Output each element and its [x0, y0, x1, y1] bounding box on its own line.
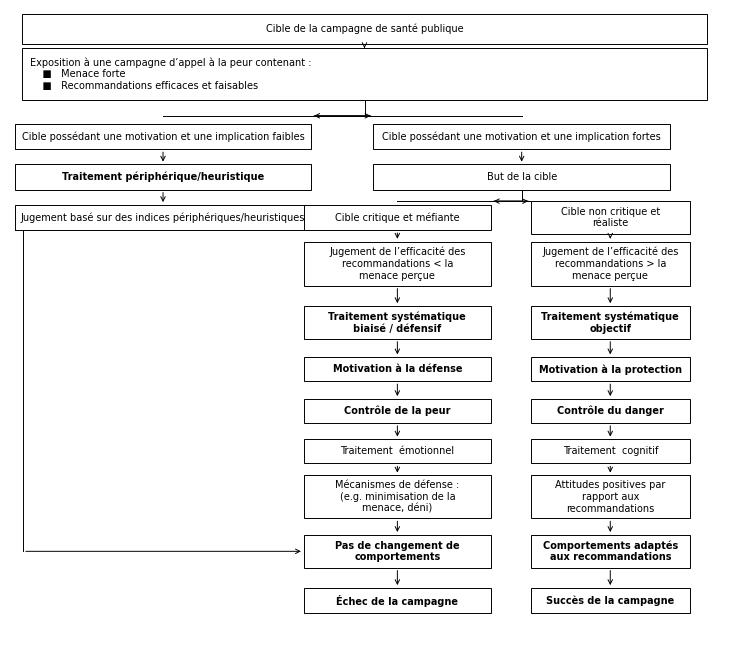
Text: Attitudes positives par
rapport aux
recommandations: Attitudes positives par rapport aux reco…	[555, 481, 666, 513]
FancyBboxPatch shape	[22, 48, 707, 100]
Text: Jugement basé sur des indices périphériques/heuristiques: Jugement basé sur des indices périphériq…	[21, 212, 305, 223]
FancyBboxPatch shape	[15, 205, 311, 230]
FancyBboxPatch shape	[304, 535, 491, 568]
FancyBboxPatch shape	[531, 357, 690, 381]
Text: Jugement de l’efficacité des
recommandations > la
menace perçue: Jugement de l’efficacité des recommandat…	[542, 247, 679, 281]
FancyBboxPatch shape	[15, 164, 311, 190]
FancyBboxPatch shape	[531, 588, 690, 613]
FancyBboxPatch shape	[531, 439, 690, 464]
FancyBboxPatch shape	[531, 399, 690, 423]
Text: Traitement périphérique/heuristique: Traitement périphérique/heuristique	[62, 172, 264, 183]
Text: Traitement  émotionnel: Traitement émotionnel	[340, 446, 454, 457]
Text: Échec de la campagne: Échec de la campagne	[336, 595, 459, 607]
Text: Comportements adaptés
aux recommandations: Comportements adaptés aux recommandation…	[542, 541, 678, 562]
FancyBboxPatch shape	[15, 124, 311, 149]
FancyBboxPatch shape	[304, 439, 491, 464]
FancyBboxPatch shape	[304, 357, 491, 381]
FancyBboxPatch shape	[304, 205, 491, 230]
FancyBboxPatch shape	[531, 306, 690, 339]
FancyBboxPatch shape	[22, 14, 707, 45]
Text: Contrôle du danger: Contrôle du danger	[557, 406, 663, 416]
Text: Traitement systématique
objectif: Traitement systématique objectif	[542, 312, 679, 333]
Text: Cible possédant une motivation et une implication faibles: Cible possédant une motivation et une im…	[22, 132, 305, 142]
Text: Mécanismes de défense :
(e.g. minimisation de la
menace, déni): Mécanismes de défense : (e.g. minimisati…	[335, 481, 459, 513]
Text: Motivation à la défense: Motivation à la défense	[332, 364, 462, 374]
FancyBboxPatch shape	[304, 475, 491, 519]
FancyBboxPatch shape	[531, 201, 690, 234]
Text: Traitement  cognitif: Traitement cognitif	[563, 446, 658, 457]
FancyBboxPatch shape	[373, 124, 670, 149]
Text: Contrôle de la peur: Contrôle de la peur	[344, 406, 451, 416]
Text: Cible non critique et
réaliste: Cible non critique et réaliste	[561, 207, 660, 228]
FancyBboxPatch shape	[373, 164, 670, 190]
Text: Cible critique et méfiante: Cible critique et méfiante	[335, 212, 460, 223]
FancyBboxPatch shape	[304, 588, 491, 613]
FancyBboxPatch shape	[304, 399, 491, 423]
Text: Traitement systématique
biaisé / défensif: Traitement systématique biaisé / défensi…	[329, 312, 467, 333]
FancyBboxPatch shape	[304, 242, 491, 286]
Text: Jugement de l’efficacité des
recommandations < la
menace perçue: Jugement de l’efficacité des recommandat…	[330, 247, 466, 281]
Text: Cible possédant une motivation et une implication fortes: Cible possédant une motivation et une im…	[382, 132, 661, 142]
Text: But de la cible: But de la cible	[486, 172, 557, 182]
Text: Succès de la campagne: Succès de la campagne	[546, 595, 674, 606]
Text: Exposition à une campagne d’appel à la peur contenant :
    ■   Menace forte
   : Exposition à une campagne d’appel à la p…	[30, 57, 312, 91]
Text: Pas de changement de
comportements: Pas de changement de comportements	[335, 541, 460, 562]
FancyBboxPatch shape	[531, 242, 690, 286]
Text: Cible de la campagne de santé publique: Cible de la campagne de santé publique	[265, 24, 464, 34]
FancyBboxPatch shape	[531, 535, 690, 568]
FancyBboxPatch shape	[531, 475, 690, 519]
Text: Motivation à la protection: Motivation à la protection	[539, 364, 682, 375]
FancyBboxPatch shape	[304, 306, 491, 339]
